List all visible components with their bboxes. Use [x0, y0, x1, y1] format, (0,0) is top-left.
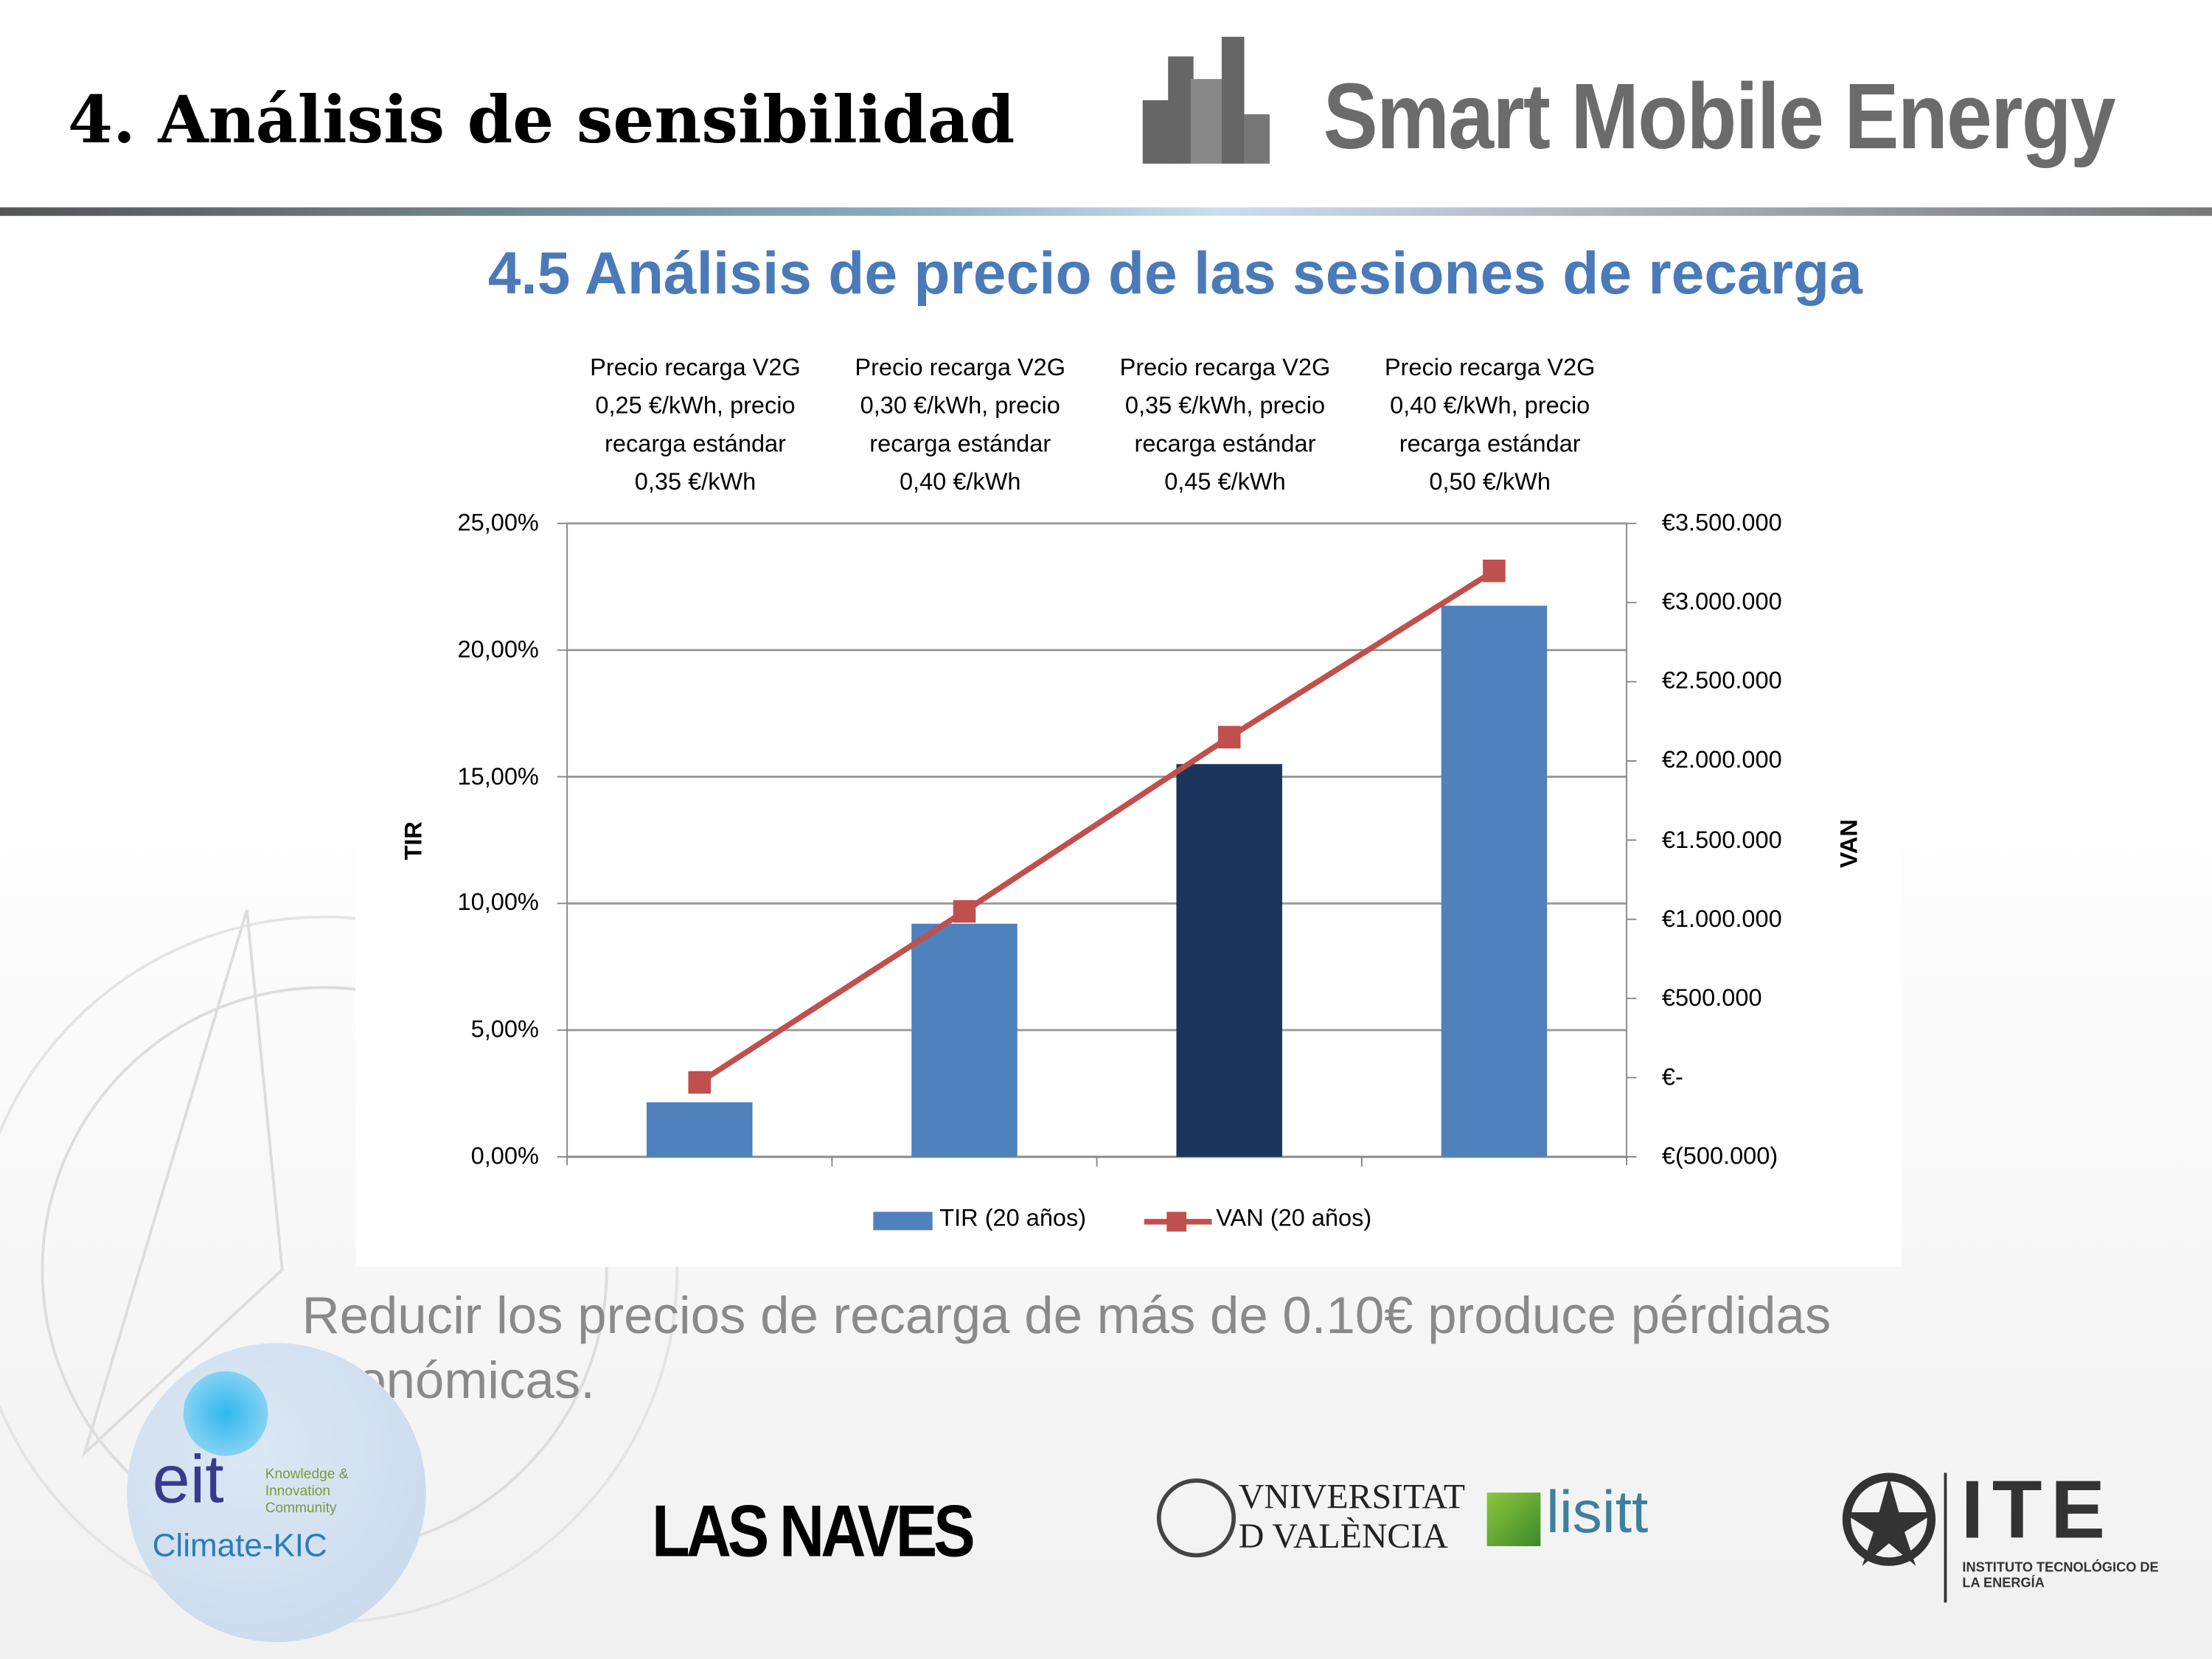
- category-label-line: recarga estándar: [605, 430, 786, 457]
- uv-line: D VALÈNCIA: [1238, 1517, 1448, 1557]
- las-naves-logo: LAS NAVES: [651, 1491, 975, 1573]
- category-label-line: Precio recarga V2G: [590, 354, 801, 381]
- category-label-line: Precio recarga V2G: [1119, 354, 1331, 381]
- van-marker: [953, 900, 976, 923]
- y-tick-label: 25,00%: [457, 509, 539, 537]
- category-label-line: recarga estándar: [1134, 430, 1316, 457]
- tir-bar: [1441, 605, 1548, 1157]
- eit-logo: eit Knowledge & Innovation Community Clima…: [127, 1343, 426, 1643]
- category-label-line: Precio recarga V2G: [1384, 354, 1596, 381]
- ite-star-icon: [1842, 1472, 1936, 1566]
- legend-bar-swatch: [873, 1211, 933, 1231]
- category-label: Precio recarga V2G 0,30 €/kWh, precio reca…: [833, 349, 1087, 501]
- y2-tick-label: €500.000: [1661, 984, 1762, 1012]
- y-tick-label: 0,00%: [470, 1142, 539, 1170]
- chart: [557, 522, 1637, 1167]
- caption: Reducir los precios de recarga de más de…: [302, 1286, 1832, 1410]
- header-divider: [0, 207, 2212, 216]
- category-label: Precio recarga V2G 0,35 €/kWh, precio reca…: [1098, 349, 1352, 501]
- category-label: Precio recarga V2G 0,25 €/kWh, precio reca…: [568, 349, 822, 501]
- category-label-line: 0,45 €/kWh: [1164, 468, 1286, 495]
- legend-van: VAN (20 años): [1216, 1204, 1372, 1232]
- ite-logo: ITE: [1961, 1464, 2114, 1557]
- y2-tick-label: €2.000.000: [1661, 746, 1782, 774]
- y-tick-label: 20,00%: [457, 636, 539, 663]
- eit-text: eit: [152, 1443, 224, 1518]
- van-marker: [1217, 726, 1241, 749]
- tir-bar: [647, 1102, 753, 1157]
- y2-tick-label: €3.000.000: [1661, 588, 1782, 616]
- tir-bar: [1176, 764, 1282, 1157]
- y-tick-label: 10,00%: [457, 889, 539, 917]
- category-label-line: recarga estándar: [1399, 430, 1581, 457]
- category-label-line: recarga estándar: [869, 430, 1051, 457]
- y2-tick-label: €1.000.000: [1661, 905, 1782, 932]
- chart-panel: [355, 327, 1902, 1267]
- y-tick-label: 15,00%: [457, 762, 539, 790]
- ite-sub: INSTITUTO TECNOLÓGICO DE: [1962, 1560, 2159, 1576]
- y2-tick-label: €2.500.000: [1661, 667, 1782, 695]
- category-label-line: 0,40 €/kWh: [899, 468, 1021, 495]
- y2-tick-label: €3.500.000: [1661, 509, 1782, 537]
- y2-tick-label: €1.500.000: [1661, 826, 1782, 853]
- y2-tick-label: €-: [1661, 1063, 1683, 1091]
- van-marker: [688, 1071, 712, 1094]
- eit-sub: Knowledge &: [265, 1467, 349, 1483]
- ite-divider: [1944, 1472, 1947, 1603]
- category-label-line: 0,35 €/kWh, precio: [1124, 392, 1326, 420]
- lisitt-logo: lisitt: [1545, 1478, 1649, 1545]
- section-title: 4.5 Análisis de precio de las sesiones d…: [487, 240, 1863, 307]
- brand-name: Smart Mobile Energy: [1323, 63, 2116, 168]
- lisitt-icon: [1486, 1492, 1541, 1546]
- category-label: Precio recarga V2G 0,40 €/kWh, precio reca…: [1363, 349, 1616, 501]
- category-label-line: Precio recarga V2G: [855, 354, 1066, 381]
- legend-line-swatch: [1144, 1211, 1212, 1232]
- eit-dot-icon: [183, 1371, 268, 1456]
- climate-kic-text: Climate-KIC: [152, 1526, 327, 1563]
- eit-sub: Innovation: [265, 1484, 331, 1500]
- category-label-line: 0,25 €/kWh, precio: [595, 392, 796, 420]
- van-line: [698, 568, 1496, 1085]
- city-logo-icon: [1142, 36, 1270, 164]
- van-marker: [1483, 559, 1506, 582]
- eit-sub: Community: [265, 1500, 337, 1517]
- uv-seal-icon: [1156, 1478, 1237, 1558]
- tir-bar: [911, 923, 1018, 1157]
- uv-logo: VNIVERSITAT D VALÈNCIA: [1239, 1478, 1465, 1557]
- uv-line: VNIVERSITAT: [1238, 1478, 1465, 1517]
- category-label-line: 0,35 €/kWh: [634, 468, 757, 495]
- ite-sub: LA ENERGÍA: [1962, 1576, 2045, 1592]
- slide-title: 4. Análisis de sensibilidad: [67, 81, 1015, 159]
- category-label-line: 0,30 €/kWh, precio: [860, 392, 1060, 420]
- category-label-line: 0,50 €/kWh: [1429, 468, 1551, 495]
- y2-axis-label: VAN: [1835, 819, 1863, 869]
- category-label-line: 0,40 €/kWh, precio: [1390, 392, 1590, 420]
- y2-tick-label: €(500.000): [1661, 1142, 1778, 1170]
- y-tick-label: 5,00%: [470, 1015, 539, 1043]
- y-axis-label: TIR: [400, 821, 428, 860]
- legend-tir: TIR (20 años): [939, 1204, 1087, 1232]
